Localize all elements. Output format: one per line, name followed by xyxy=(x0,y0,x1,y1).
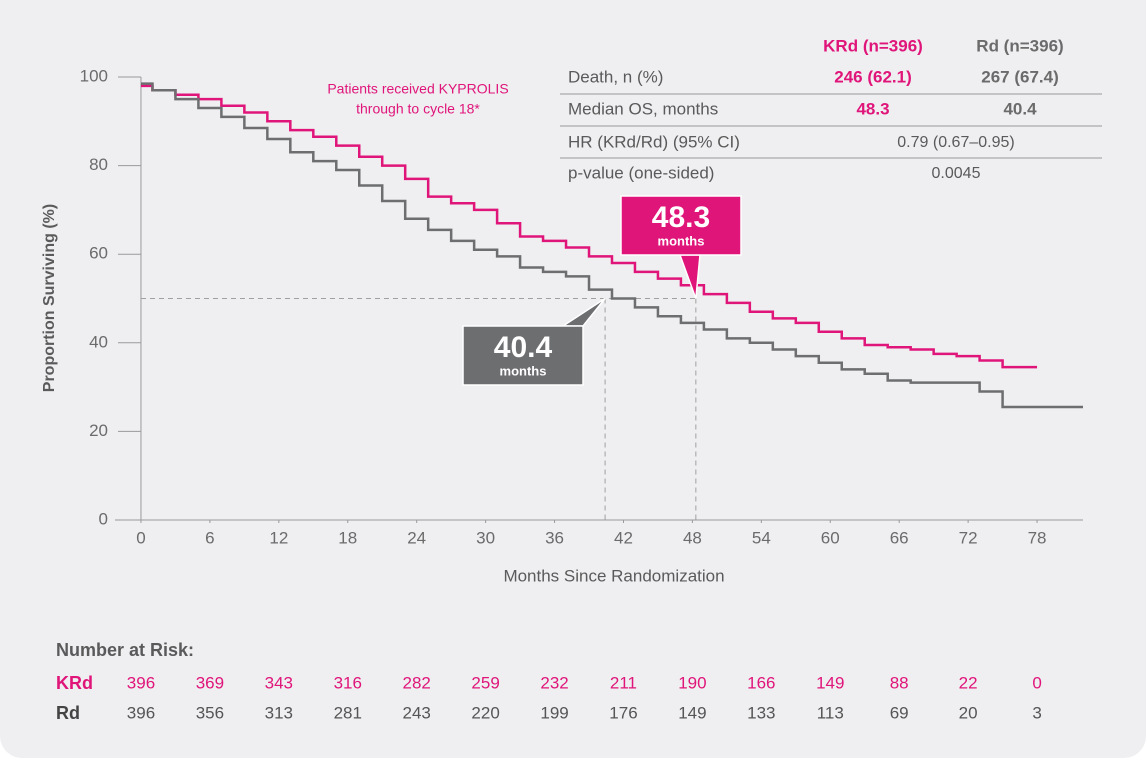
cell: 0.0045 xyxy=(932,165,981,182)
x-tick-label: 60 xyxy=(821,528,840,547)
risk-count: 166 xyxy=(747,673,775,692)
x-tick-label: 66 xyxy=(890,528,909,547)
y-axis-title: Proportion Surviving (%) xyxy=(41,204,58,392)
x-tick-label: 18 xyxy=(338,528,357,547)
risk-count: 69 xyxy=(890,703,909,722)
risk-count: 220 xyxy=(471,703,499,722)
y-tick-label: 100 xyxy=(80,66,108,85)
risk-count: 199 xyxy=(540,703,568,722)
risk-count: 232 xyxy=(540,673,568,692)
annotation: through to cycle 18* xyxy=(356,101,480,117)
risk-count: 281 xyxy=(334,703,362,722)
x-tick-label: 78 xyxy=(1028,528,1047,547)
row-label: HR (KRd/Rd) (95% CI) xyxy=(568,132,740,151)
table-header: KRd (n=396) xyxy=(823,36,923,55)
callout-unit: months xyxy=(658,233,705,248)
cell: 0.79 (0.67–0.95) xyxy=(897,134,1014,151)
table-header: Rd (n=396) xyxy=(976,36,1063,55)
x-axis-title: Months Since Randomization xyxy=(503,566,724,585)
risk-count: 313 xyxy=(265,703,293,722)
risk-count: 356 xyxy=(196,703,224,722)
risk-count: 396 xyxy=(127,703,155,722)
callout-tail xyxy=(560,297,606,327)
x-tick-label: 54 xyxy=(752,528,771,547)
risk-count: 316 xyxy=(334,673,362,692)
callout-value: 40.4 xyxy=(494,331,553,364)
x-tick-label: 6 xyxy=(205,528,214,547)
x-tick-label: 12 xyxy=(269,528,288,547)
row-label: p-value (one-sided) xyxy=(568,163,714,182)
stats-table: KRd (n=396) Rd (n=396) Death, n (%) 246 … xyxy=(560,36,1102,182)
y-tick-label: 40 xyxy=(89,332,108,351)
risk-count: 0 xyxy=(1032,673,1041,692)
risk-count: 22 xyxy=(959,673,978,692)
risk-row-label: KRd xyxy=(56,673,93,693)
risk-count: 190 xyxy=(678,673,706,692)
risk-count: 369 xyxy=(196,673,224,692)
x-tick-label: 48 xyxy=(683,528,702,547)
y-tick-label: 80 xyxy=(89,155,108,174)
row-label: Median OS, months xyxy=(568,99,718,118)
cell: 40.4 xyxy=(1003,99,1037,118)
risk-count: 243 xyxy=(403,703,431,722)
risk-row-label: Rd xyxy=(56,703,80,723)
cell: 246 (62.1) xyxy=(834,67,912,86)
cell: 48.3 xyxy=(856,99,889,118)
survival-curve xyxy=(140,82,1083,409)
y-tick-label: 60 xyxy=(89,244,108,263)
risk-count: 176 xyxy=(609,703,637,722)
risk-count: 343 xyxy=(265,673,293,692)
callout-box xyxy=(462,325,584,386)
callout-box xyxy=(620,195,742,256)
risk-count: 20 xyxy=(959,703,978,722)
risk-count: 259 xyxy=(471,673,499,692)
callout-value: 48.3 xyxy=(652,201,710,234)
x-tick-label: 36 xyxy=(545,528,564,547)
risk-count: 149 xyxy=(678,703,706,722)
survival-curve xyxy=(140,84,1038,369)
y-tick-label: 20 xyxy=(89,421,108,440)
risk-count: 396 xyxy=(127,673,155,692)
x-tick-label: 42 xyxy=(614,528,633,547)
risk-count: 149 xyxy=(816,673,844,692)
risk-count: 282 xyxy=(403,673,431,692)
callout-tail xyxy=(678,254,701,299)
risk-count: 211 xyxy=(610,673,637,692)
x-tick-label: 0 xyxy=(136,528,145,547)
callout-unit: months xyxy=(500,363,547,378)
risk-count: 113 xyxy=(817,703,844,722)
risk-count: 88 xyxy=(890,673,909,692)
risk-count: 133 xyxy=(747,703,775,722)
annotation: Patients received KYPROLIS xyxy=(327,81,508,97)
risk-title: Number at Risk: xyxy=(56,640,194,660)
x-tick-label: 72 xyxy=(959,528,978,547)
risk-count: 3 xyxy=(1032,703,1041,722)
row-label: Death, n (%) xyxy=(568,67,663,86)
cell: 267 (67.4) xyxy=(981,67,1059,86)
y-tick-label: 0 xyxy=(99,509,108,528)
x-tick-label: 24 xyxy=(407,528,426,547)
x-tick-label: 30 xyxy=(476,528,495,547)
